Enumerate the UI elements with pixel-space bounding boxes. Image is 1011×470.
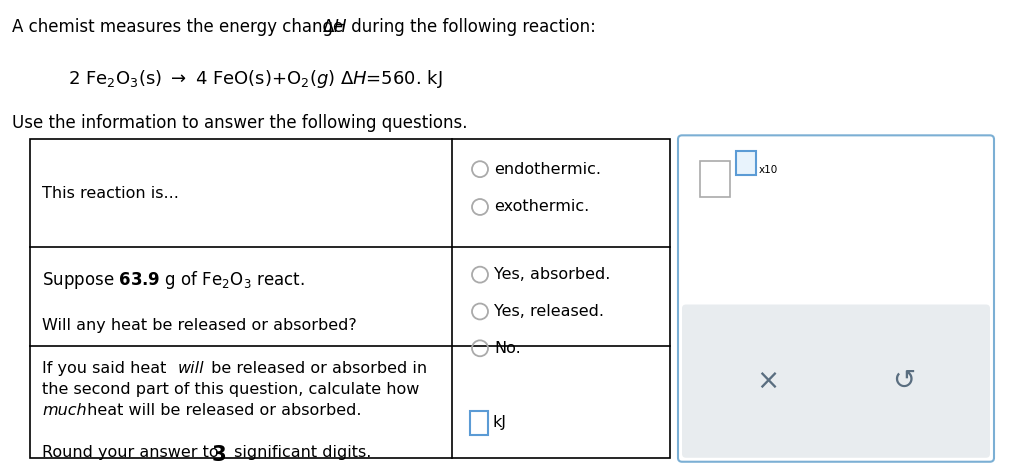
Text: will: will — [178, 361, 204, 376]
Bar — [700, 161, 729, 197]
Text: Yes, absorbed.: Yes, absorbed. — [493, 267, 610, 282]
Text: endothermic.: endothermic. — [493, 162, 601, 177]
Text: heat will be released or absorbed.: heat will be released or absorbed. — [82, 403, 361, 418]
Text: exothermic.: exothermic. — [493, 199, 588, 214]
Text: x10: x10 — [758, 165, 777, 175]
Text: during the following reaction:: during the following reaction: — [346, 18, 595, 36]
Text: be released or absorbed in: be released or absorbed in — [206, 361, 427, 376]
FancyBboxPatch shape — [677, 135, 993, 462]
Text: If you said heat: If you said heat — [42, 361, 171, 376]
Text: kJ: kJ — [492, 415, 507, 431]
Text: ↺: ↺ — [892, 367, 915, 395]
Bar — [469, 411, 487, 435]
Text: ×: × — [756, 367, 779, 395]
Text: $\Delta H$: $\Delta H$ — [321, 18, 347, 36]
Bar — [30, 139, 669, 458]
Text: Use the information to answer the following questions.: Use the information to answer the follow… — [12, 114, 467, 133]
Text: $\Delta H$=560. kJ: $\Delta H$=560. kJ — [340, 68, 442, 90]
FancyBboxPatch shape — [681, 305, 989, 458]
Text: Will any heat be released or absorbed?: Will any heat be released or absorbed? — [42, 319, 357, 333]
Text: A chemist measures the energy change: A chemist measures the energy change — [12, 18, 348, 36]
Bar — [735, 151, 755, 175]
Text: This reaction is...: This reaction is... — [42, 186, 179, 201]
Text: Yes, released.: Yes, released. — [493, 304, 604, 319]
Text: Round your answer to: Round your answer to — [42, 445, 223, 460]
Text: significant digits.: significant digits. — [228, 445, 371, 460]
Text: 3: 3 — [211, 445, 226, 465]
Text: much: much — [42, 403, 87, 418]
Text: No.: No. — [493, 341, 521, 356]
Text: Suppose $\mathbf{63.9}$ g of Fe$_2$O$_3$ react.: Suppose $\mathbf{63.9}$ g of Fe$_2$O$_3$… — [42, 269, 304, 290]
Text: the second part of this question, calculate how: the second part of this question, calcul… — [42, 382, 419, 397]
Text: 2 Fe$_2$O$_3$(s) $\rightarrow$ 4 FeO(s)+O$_2$($g$): 2 Fe$_2$O$_3$(s) $\rightarrow$ 4 FeO(s)+… — [68, 68, 335, 90]
